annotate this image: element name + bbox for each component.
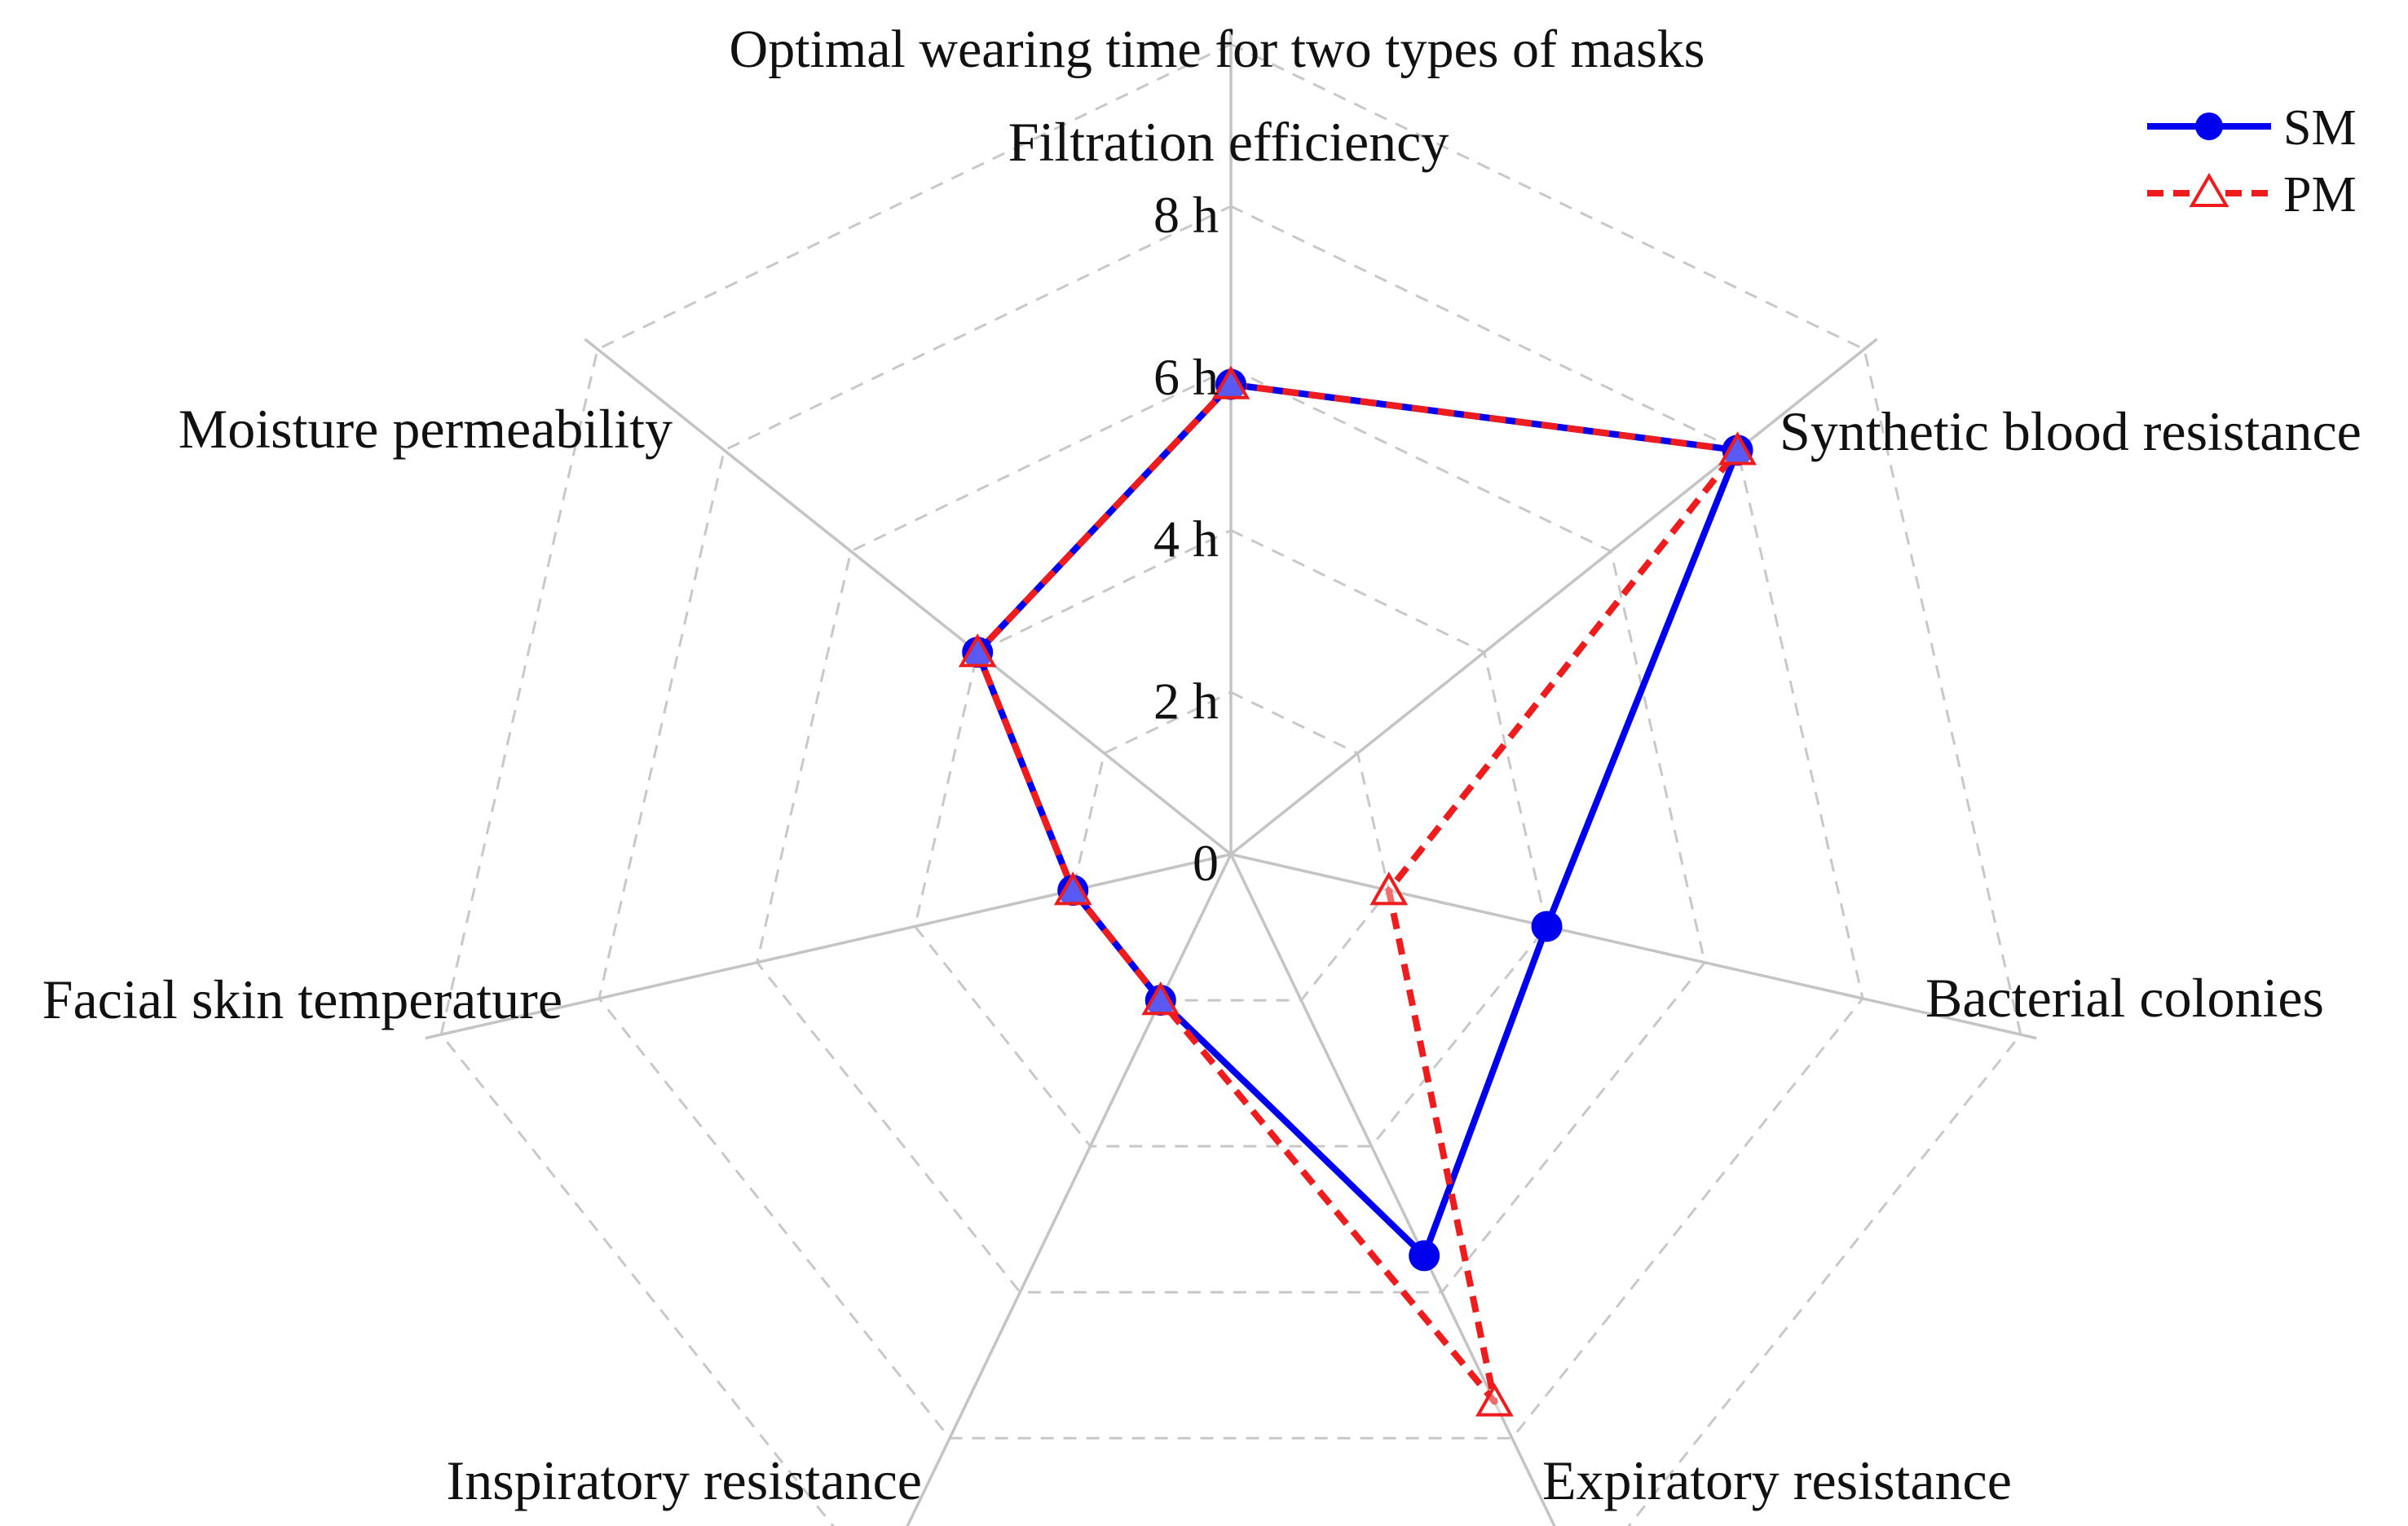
axis-label-1: Synthetic blood resistance (1780, 400, 2362, 462)
chart-title: Optimal wearing time for two types of ma… (730, 20, 1705, 79)
point-sm-0 (1215, 368, 1246, 400)
point-sm-6 (962, 637, 994, 668)
point-pm-1 (1718, 431, 1757, 465)
legend-marker-sm (2195, 112, 2223, 140)
grid-ring-6 (756, 367, 1706, 1294)
spoke-2 (1230, 853, 2037, 1040)
spoke-3 (1229, 853, 1556, 1526)
series-layer (958, 365, 1757, 1417)
grid-ring-2 (1071, 690, 1391, 1002)
series-line-sm (974, 381, 1741, 1259)
tick-label-6: 6 h (1153, 348, 1219, 406)
axis-label-2: Bacterial colonies (1925, 967, 2324, 1029)
point-pm-5 (1053, 871, 1092, 906)
axis-label-0: Filtration efficiency (1008, 111, 1449, 173)
grid-ring-8 (598, 205, 1864, 1440)
axis-label-5: Facial skin temperature (42, 968, 562, 1030)
spoke-4 (906, 853, 1233, 1526)
legend: SM PM (2147, 100, 2357, 223)
tick-label-8: 8 h (1153, 186, 1219, 244)
point-sm-4 (1144, 985, 1176, 1017)
tick-label-2: 2 h (1153, 672, 1219, 730)
legend-label-sm: SM (2283, 100, 2357, 156)
point-pm-4 (1141, 981, 1180, 1016)
spoke-layer (425, 28, 2037, 1526)
grid-ring-4 (913, 528, 1549, 1148)
point-pm-2 (1369, 871, 1409, 906)
point-sm-3 (1409, 1240, 1440, 1272)
tick-label-0: 0 (1193, 834, 1219, 892)
series-markers-pm (958, 365, 1757, 1417)
series-sm (974, 381, 1741, 1259)
spoke-1 (1229, 337, 1878, 856)
point-pm-0 (1211, 365, 1250, 399)
label-layer: 0 2 h 4 h 6 h 8 h Filtration efficiency Synthe… (42, 111, 2362, 1511)
series-markers-sm (962, 368, 1753, 1272)
point-sm-2 (1531, 911, 1563, 942)
point-pm-6 (958, 633, 997, 668)
legend-marker-pm (2189, 173, 2229, 207)
grid-layer (439, 42, 2022, 1526)
axis-label-6: Moisture permeability (179, 398, 673, 460)
point-pm-3 (1475, 1383, 1514, 1417)
point-sm-1 (1722, 434, 1753, 466)
axis-label-3: Expiratory resistance (1542, 1449, 2012, 1511)
tick-label-4: 4 h (1153, 510, 1219, 568)
spoke-5 (425, 853, 1232, 1040)
spoke-6 (584, 337, 1233, 856)
point-sm-5 (1057, 875, 1089, 906)
legend-label-pm: PM (2283, 167, 2357, 223)
axis-label-4: Inspiratory resistance (447, 1449, 922, 1511)
series-pm (974, 381, 1741, 1405)
series-line-pm (974, 381, 1741, 1405)
